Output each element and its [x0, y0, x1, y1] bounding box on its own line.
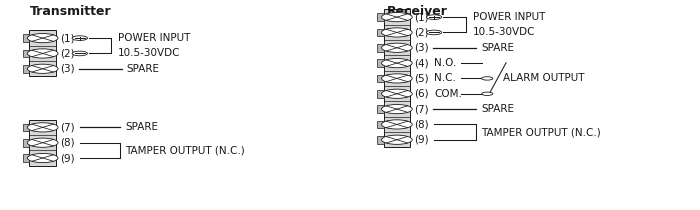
Text: Receiver: Receiver: [387, 5, 448, 18]
Bar: [377, 13, 384, 21]
Text: (1): (1): [414, 12, 429, 22]
Text: POWER INPUT: POWER INPUT: [118, 33, 190, 43]
Text: SPARE: SPARE: [125, 122, 158, 132]
Circle shape: [27, 154, 58, 163]
Circle shape: [382, 89, 412, 98]
Circle shape: [382, 135, 412, 144]
Bar: [377, 105, 384, 113]
Text: (5): (5): [414, 74, 429, 83]
Circle shape: [72, 51, 88, 56]
Bar: [377, 121, 384, 128]
Circle shape: [27, 123, 58, 132]
Text: SPARE: SPARE: [481, 104, 514, 114]
Text: 10.5-30VDC: 10.5-30VDC: [118, 49, 181, 58]
Text: 10.5-30VDC: 10.5-30VDC: [473, 28, 535, 37]
Text: (2): (2): [60, 49, 75, 58]
Circle shape: [382, 13, 412, 22]
Bar: [384, 9, 410, 147]
Text: Transmitter: Transmitter: [29, 5, 111, 18]
Circle shape: [27, 138, 58, 147]
Text: POWER INPUT: POWER INPUT: [473, 12, 545, 22]
Bar: [23, 50, 29, 57]
Bar: [377, 136, 384, 144]
Text: (9): (9): [60, 153, 75, 163]
Bar: [377, 44, 384, 52]
Circle shape: [382, 120, 412, 129]
Circle shape: [382, 105, 412, 114]
Circle shape: [27, 64, 58, 73]
Text: N.O.: N.O.: [434, 58, 456, 68]
Circle shape: [426, 30, 442, 35]
Bar: [23, 123, 29, 131]
Text: SPARE: SPARE: [481, 43, 514, 53]
Text: TAMPER OUTPUT (N.C.): TAMPER OUTPUT (N.C.): [481, 127, 601, 137]
Text: N.C.: N.C.: [434, 74, 456, 83]
Circle shape: [382, 43, 412, 52]
Bar: [23, 154, 29, 162]
Bar: [377, 29, 384, 36]
Text: (7): (7): [414, 104, 429, 114]
Text: (6): (6): [414, 89, 429, 99]
Circle shape: [382, 59, 412, 68]
Bar: [29, 120, 56, 166]
Bar: [23, 65, 29, 73]
Circle shape: [27, 49, 58, 58]
Text: (1): (1): [60, 33, 75, 43]
Text: TAMPER OUTPUT (N.C.): TAMPER OUTPUT (N.C.): [125, 145, 245, 155]
Circle shape: [482, 92, 493, 95]
Circle shape: [482, 77, 493, 80]
Text: (3): (3): [414, 43, 429, 53]
Circle shape: [72, 36, 88, 40]
Text: (8): (8): [414, 119, 429, 129]
Bar: [377, 75, 384, 82]
Circle shape: [27, 34, 58, 43]
Text: (8): (8): [60, 138, 75, 148]
Circle shape: [426, 15, 442, 20]
Text: (7): (7): [60, 122, 75, 132]
Text: SPARE: SPARE: [127, 64, 160, 74]
Text: ALARM OUTPUT: ALARM OUTPUT: [503, 74, 584, 83]
Text: (2): (2): [414, 28, 429, 37]
Text: COM.: COM.: [434, 89, 462, 99]
Bar: [23, 34, 29, 42]
Circle shape: [382, 74, 412, 83]
Bar: [29, 30, 56, 76]
Text: (4): (4): [414, 58, 429, 68]
Bar: [377, 90, 384, 98]
Text: (3): (3): [60, 64, 75, 74]
Circle shape: [382, 28, 412, 37]
Bar: [377, 59, 384, 67]
Bar: [23, 139, 29, 147]
Text: (9): (9): [414, 135, 429, 145]
